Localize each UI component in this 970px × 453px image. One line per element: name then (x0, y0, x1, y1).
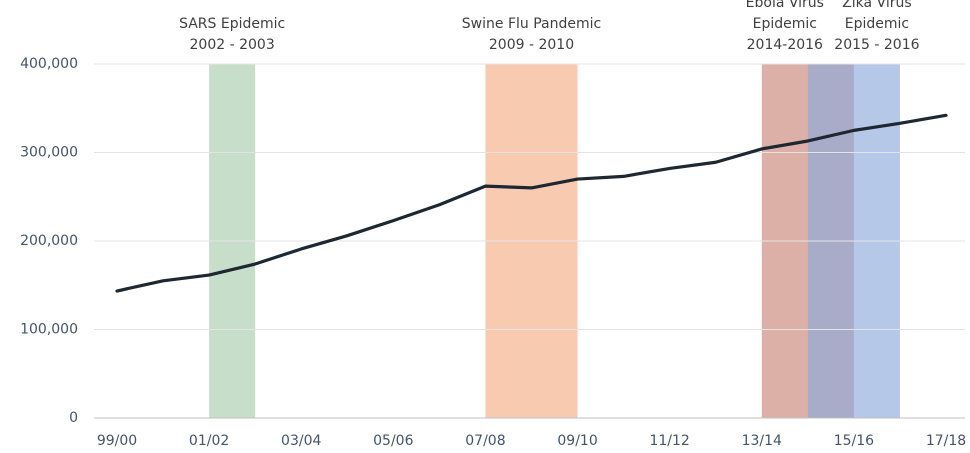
band-label: Epidemic (845, 16, 909, 32)
line (115, 113, 948, 293)
x-tick-label: 11/12 (649, 433, 689, 449)
x-tick-label: 13/14 (742, 433, 782, 449)
y-tick-label: 400,000 (20, 56, 78, 72)
x-tick-label: 01/02 (189, 433, 229, 449)
y-tick-label: 100,000 (20, 322, 78, 338)
x-tick-label: 15/16 (834, 433, 874, 449)
band-label: SARS Epidemic (179, 16, 285, 32)
y-tick-label: 0 (69, 410, 78, 426)
band-label: 2015 - 2016 (834, 37, 919, 53)
band-label: 2009 - 2010 (489, 37, 574, 53)
x-tick-label: 17/18 (926, 433, 966, 449)
x-tick-label: 05/06 (373, 433, 413, 449)
band-label: Ebola Virus (746, 0, 824, 11)
band-label: Zika Virus (842, 0, 911, 11)
y-tick-label: 200,000 (20, 233, 78, 249)
x-tick-label: 09/10 (557, 433, 597, 449)
band-label: 2014-2016 (747, 37, 823, 53)
x-tick-label: 99/00 (97, 433, 137, 449)
y-tick-label: 300,000 (20, 145, 78, 161)
band-label: 2002 - 2003 (190, 37, 275, 53)
x-tick-label: 07/08 (465, 433, 505, 449)
band-label: Epidemic (753, 16, 817, 32)
x-tick-label: 03/04 (281, 433, 321, 449)
band-label: Swine Flu Pandemic (462, 16, 601, 32)
